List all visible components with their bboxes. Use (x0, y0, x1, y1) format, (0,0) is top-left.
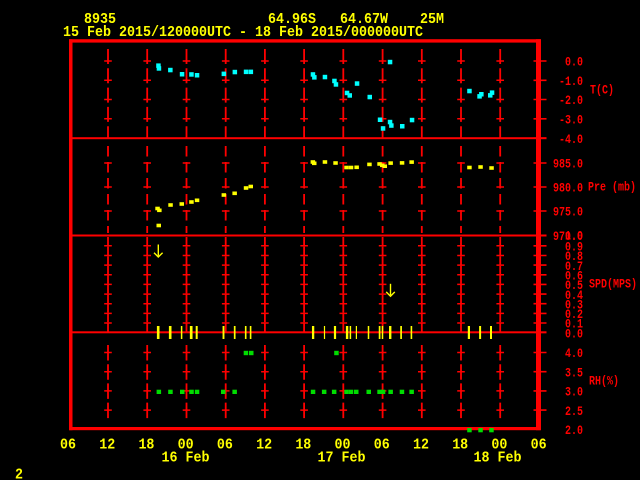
svg-text:06: 06 (217, 436, 233, 453)
svg-text:RH(%): RH(%) (589, 375, 619, 389)
svg-text:2.5: 2.5 (565, 405, 583, 419)
svg-text:0.5: 0.5 (565, 279, 583, 293)
svg-text:18: 18 (452, 436, 468, 453)
svg-text:980.0: 980.0 (553, 182, 583, 196)
svg-text:975.0: 975.0 (553, 206, 583, 220)
svg-text:18: 18 (138, 436, 154, 453)
svg-text:64.67W: 64.67W (340, 11, 388, 28)
svg-text:2.0: 2.0 (565, 424, 583, 438)
svg-text:0.0: 0.0 (565, 56, 583, 70)
svg-text:-3.0: -3.0 (559, 114, 583, 128)
svg-text:06: 06 (60, 436, 76, 453)
svg-text:3.0: 3.0 (565, 386, 583, 400)
svg-text:0.1: 0.1 (565, 318, 583, 332)
svg-text:2: 2 (15, 467, 23, 480)
svg-text:15 Feb 2015/120000UTC - 18 Feb: 15 Feb 2015/120000UTC - 18 Feb 2015/0000… (63, 24, 423, 41)
svg-text:00: 00 (335, 436, 351, 453)
svg-text:18 Feb: 18 Feb (474, 450, 522, 467)
svg-text:0.2: 0.2 (565, 308, 583, 322)
svg-text:0.9: 0.9 (565, 241, 583, 255)
svg-text:-1.0: -1.0 (559, 75, 583, 89)
svg-text:0.8: 0.8 (565, 250, 583, 264)
svg-text:970.0: 970.0 (553, 230, 583, 244)
svg-text:985.0: 985.0 (553, 158, 583, 172)
svg-text:12: 12 (256, 436, 272, 453)
svg-text:Pre (mb): Pre (mb) (588, 181, 636, 195)
svg-text:16 Feb: 16 Feb (162, 450, 210, 467)
svg-text:18: 18 (295, 436, 311, 453)
svg-text:06: 06 (531, 436, 547, 453)
svg-text:8935: 8935 (84, 11, 116, 28)
svg-text:1.0: 1.0 (565, 230, 583, 244)
svg-text:25M: 25M (420, 11, 444, 28)
svg-text:0.7: 0.7 (565, 260, 583, 274)
svg-text:SPD(MPS): SPD(MPS) (589, 278, 637, 292)
svg-text:3.5: 3.5 (565, 366, 583, 380)
svg-text:17 Feb: 17 Feb (318, 450, 366, 467)
svg-text:-4.0: -4.0 (559, 133, 583, 147)
svg-text:12: 12 (413, 436, 429, 453)
svg-text:0.6: 0.6 (565, 270, 583, 284)
svg-text:-2.0: -2.0 (559, 94, 583, 108)
svg-text:06: 06 (374, 436, 390, 453)
svg-text:00: 00 (178, 436, 194, 453)
svg-text:0.3: 0.3 (565, 298, 583, 312)
svg-text:4.0: 4.0 (565, 347, 583, 361)
svg-text:64.96S: 64.96S (268, 11, 316, 28)
svg-text:00: 00 (491, 436, 507, 453)
svg-text:0.4: 0.4 (565, 289, 583, 303)
svg-text:12: 12 (99, 436, 115, 453)
svg-text:T(C): T(C) (590, 84, 614, 98)
svg-text:0.0: 0.0 (565, 327, 583, 341)
